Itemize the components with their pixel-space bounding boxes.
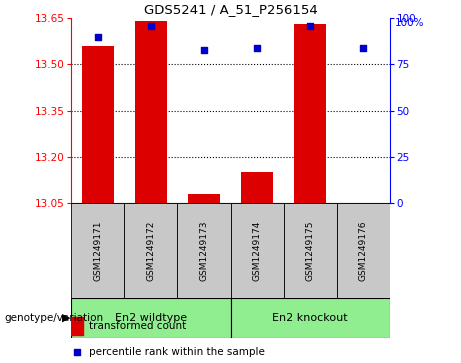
Point: [254, 45, 261, 51]
Text: ▶: ▶: [62, 313, 71, 323]
Bar: [241, 172, 273, 203]
Bar: [71, 203, 124, 298]
Bar: [337, 203, 390, 298]
Text: GSM1249174: GSM1249174: [253, 220, 261, 281]
Text: 100%: 100%: [395, 18, 425, 28]
Bar: [71, 317, 83, 335]
Text: percentile rank within the sample: percentile rank within the sample: [89, 347, 265, 357]
Point: [200, 47, 207, 53]
Text: GSM1249173: GSM1249173: [200, 220, 208, 281]
Text: En2 knockout: En2 knockout: [272, 313, 348, 323]
Point: [73, 349, 81, 355]
Point: [306, 23, 313, 28]
Bar: [284, 203, 337, 298]
Bar: [71, 298, 230, 338]
Point: [359, 45, 366, 51]
Text: GSM1249172: GSM1249172: [147, 220, 155, 281]
Text: genotype/variation: genotype/variation: [5, 313, 104, 323]
Bar: [230, 298, 390, 338]
Bar: [124, 203, 177, 298]
Bar: [294, 24, 326, 203]
Bar: [135, 21, 167, 203]
Text: transformed count: transformed count: [89, 321, 186, 331]
Text: GSM1249175: GSM1249175: [306, 220, 314, 281]
Text: GSM1249171: GSM1249171: [94, 220, 102, 281]
Bar: [188, 194, 220, 203]
Title: GDS5241 / A_51_P256154: GDS5241 / A_51_P256154: [144, 3, 317, 16]
Text: En2 wildtype: En2 wildtype: [115, 313, 187, 323]
Point: [94, 34, 101, 40]
Bar: [177, 203, 230, 298]
Bar: [230, 203, 284, 298]
Bar: [82, 46, 114, 203]
Point: [148, 23, 155, 28]
Bar: [347, 203, 379, 207]
Text: GSM1249176: GSM1249176: [359, 220, 367, 281]
